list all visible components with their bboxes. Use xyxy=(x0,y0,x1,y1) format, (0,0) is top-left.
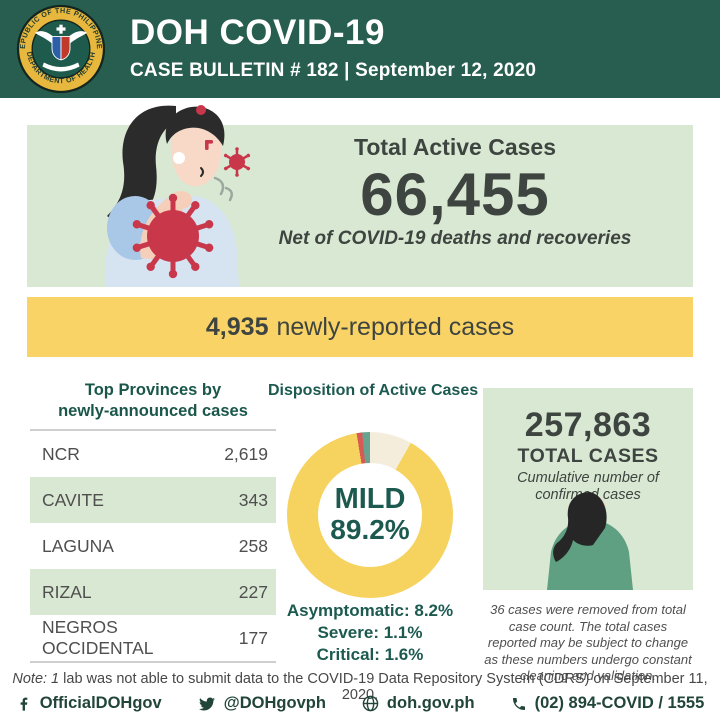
table-row: RIZAL 227 xyxy=(30,569,276,616)
total-active-block: Total Active Cases 66,455 Net of COVID-1… xyxy=(250,134,660,250)
footnote: Note: 1 lab was not able to submit data … xyxy=(0,671,720,703)
province-value: 343 xyxy=(238,489,268,510)
phone-icon xyxy=(512,697,525,710)
virus-icon xyxy=(132,194,215,278)
coughing-woman-illustration xyxy=(104,105,252,287)
bulletin-subtitle: CASE BULLETIN # 182 | September 12, 2020 xyxy=(130,60,537,81)
province-name: NCR xyxy=(42,443,80,464)
top-provinces-title-line1: Top Provinces by xyxy=(84,381,222,399)
disposition-title: Disposition of Active Cases xyxy=(268,382,479,399)
province-name: CAVITE xyxy=(42,489,104,510)
legend-critical: Critical: 1.6% xyxy=(316,645,424,665)
donut-center: MILD 89.2% xyxy=(318,463,422,567)
twitter-handle: @DOHgovph xyxy=(198,694,326,713)
province-value: 2,619 xyxy=(224,443,268,464)
footnote-italic: Note: 1 xyxy=(12,671,60,687)
disposition-section: Disposition of Active Cases MILD 89.2% A… xyxy=(268,382,479,664)
province-value: 258 xyxy=(238,535,268,556)
facebook-icon xyxy=(20,697,28,711)
total-cases-value: 257,863 xyxy=(524,406,652,444)
province-name: NEGROS OCCIDENTAL xyxy=(42,617,154,659)
total-cases-box: 257,863 TOTAL CASES Cumulative number of… xyxy=(483,388,693,590)
donut-center-label: MILD xyxy=(334,483,406,516)
total-active-note: Net of COVID-19 deaths and recoveries xyxy=(278,228,632,249)
twitter-icon xyxy=(198,697,215,710)
website-link: doh.gov.ph xyxy=(362,694,475,713)
legend-asymptomatic: Asymptomatic: 8.2% xyxy=(286,601,454,620)
new-cases-value: 4,935 xyxy=(205,312,269,341)
globe-icon xyxy=(362,695,379,712)
disposition-donut: MILD 89.2% xyxy=(287,432,453,598)
social-footer: OfficialDOHgov @DOHgovph doh.gov.ph (02)… xyxy=(0,694,720,713)
phone-label: (02) 894-COVID / 1555 xyxy=(534,694,705,712)
total-cases-section: 257,863 TOTAL CASES Cumulative number of… xyxy=(483,388,693,685)
twitter-label: @DOHgovph xyxy=(223,694,326,712)
legend-severe: Severe: 1.1% xyxy=(317,623,423,643)
phone-contact: (02) 894-COVID / 1555 xyxy=(511,694,705,713)
provinces-table: NCR 2,619 CAVITE 343 LAGUNA 258 RIZAL 22… xyxy=(30,429,276,664)
total-cases-note: 36 cases were removed from total case co… xyxy=(484,602,692,683)
total-cases-label: TOTAL CASES xyxy=(517,445,659,467)
table-row: LAGUNA 258 xyxy=(30,523,276,569)
top-provinces-title-line2: newly-announced cases xyxy=(58,401,248,420)
top-provinces-section: Top Provinces by newly-announced cases N… xyxy=(30,380,276,664)
province-name: RIZAL xyxy=(42,581,92,602)
new-cases-label: newly-reported cases xyxy=(276,312,515,341)
facebook-handle: OfficialDOHgov xyxy=(16,694,162,713)
seal-emblem xyxy=(34,24,88,72)
new-cases-banner: 4,935 newly-reported cases xyxy=(27,297,693,357)
footnote-text: lab was not able to submit data to the C… xyxy=(59,671,708,703)
disposition-legend: Asymptomatic: 8.2% Severe: 1.1% Critical… xyxy=(268,600,472,666)
table-row: CAVITE 343 xyxy=(30,477,276,524)
doh-seal-logo: REPUBLIC OF THE PHILIPPINES DEPARTMENT O… xyxy=(16,4,106,94)
province-value: 177 xyxy=(238,627,268,648)
top-provinces-title: Top Provinces by newly-announced cases xyxy=(30,380,276,429)
website-label: doh.gov.ph xyxy=(386,694,475,712)
province-name: LAGUNA xyxy=(42,535,114,556)
facebook-label: OfficialDOHgov xyxy=(39,694,162,712)
table-row: NEGROS OCCIDENTAL 177 xyxy=(30,615,276,661)
woman-back-illustration xyxy=(547,492,633,590)
page-title: DOH COVID-19 xyxy=(130,13,385,52)
header-bar: REPUBLIC OF THE PHILIPPINES DEPARTMENT O… xyxy=(0,0,720,98)
small-virus-icon xyxy=(222,145,252,179)
total-active-value: 66,455 xyxy=(360,161,550,228)
donut-center-value: 89.2% xyxy=(330,513,410,545)
province-value: 227 xyxy=(238,581,268,602)
table-row: NCR 2,619 xyxy=(30,431,276,477)
total-active-label: Total Active Cases xyxy=(354,134,556,160)
